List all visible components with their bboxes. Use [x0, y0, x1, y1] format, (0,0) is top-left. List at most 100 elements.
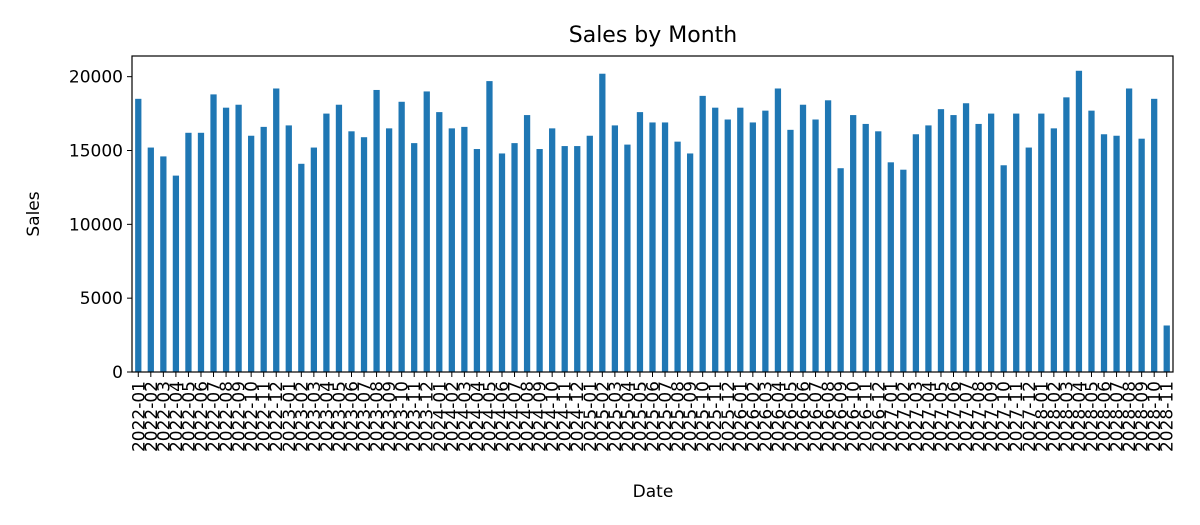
bar-2023-03: [310, 147, 317, 372]
bar-2027-03: [912, 134, 920, 372]
bar-2022-04: [172, 175, 180, 372]
x-tick-label: 2027-12: [1020, 381, 1040, 452]
x-tick-label: 2023-11: [405, 381, 425, 452]
bar-2025-12: [724, 119, 731, 372]
x-tick-label: 2026-08: [819, 381, 839, 452]
bar-2024-07: [511, 143, 518, 372]
y-tick-label: 15000: [69, 142, 123, 162]
bar-2025-09: [686, 153, 694, 372]
x-tick-label: 2028-04: [1070, 381, 1090, 452]
bar-2025-04: [624, 144, 631, 372]
x-tick-label: 2027-07: [957, 381, 977, 452]
bar-2025-10: [699, 95, 706, 373]
bar-2022-01: [135, 98, 142, 372]
x-tick-label: 2022-04: [167, 381, 187, 452]
bar-2024-05: [486, 81, 493, 372]
x-tick-label: 2025-10: [694, 381, 714, 452]
bar-2026-04: [774, 88, 782, 373]
x-tick-label: 2028-03: [1057, 381, 1077, 452]
bar-2026-07: [812, 119, 819, 372]
bar-2027-07: [962, 103, 970, 372]
x-tick-label: 2025-01: [581, 381, 601, 452]
bar-2025-08: [674, 141, 681, 372]
x-tick-label: 2027-03: [907, 381, 927, 452]
bar-2022-05: [185, 132, 192, 372]
bar-2028-04: [1075, 70, 1083, 373]
y-axis-label: Sales: [24, 191, 44, 236]
bar-2024-04: [473, 149, 481, 372]
bar-2024-09: [536, 149, 543, 372]
x-tick-label: 2028-11: [1158, 381, 1178, 452]
x-tick-label: 2024-01: [430, 381, 450, 452]
x-tick-label: 2028-09: [1133, 381, 1153, 452]
x-tick-label: 2027-01: [882, 381, 902, 452]
x-tick-label: 2028-07: [1108, 381, 1128, 452]
x-tick-label: 2025-08: [669, 381, 689, 452]
bar-2026-10: [850, 115, 857, 372]
x-tick-label: 2023-12: [418, 381, 438, 452]
bar-2028-08: [1125, 88, 1133, 373]
x-tick-label: 2027-06: [945, 381, 965, 452]
x-tick-label: 2022-07: [205, 381, 225, 452]
x-tick-label: 2025-05: [631, 381, 651, 452]
y-tick-label: 5000: [80, 289, 123, 309]
bar-2026-05: [787, 129, 794, 372]
x-tick-label: 2027-02: [894, 381, 914, 452]
x-tick-label: 2024-07: [506, 381, 526, 452]
bar-2024-03: [461, 126, 468, 372]
bar-2026-01: [737, 107, 744, 373]
x-tick-label: 2025-02: [593, 381, 613, 452]
bar-2028-02: [1050, 128, 1057, 372]
x-tick-label: 2026-07: [807, 381, 827, 452]
x-tick-label: 2023-08: [368, 381, 388, 452]
x-tick-label: 2023-05: [330, 381, 350, 452]
x-tick-label: 2024-08: [518, 381, 538, 452]
chart-title: Sales by Month: [569, 23, 737, 48]
x-tick-label: 2025-04: [618, 381, 638, 452]
x-tick-label: 2025-03: [606, 381, 626, 452]
bar-2024-11: [561, 146, 568, 372]
bar-2028-06: [1100, 134, 1108, 372]
bar-2023-02: [298, 163, 305, 372]
x-tick-label: 2026-12: [869, 381, 889, 452]
bar-2025-07: [661, 122, 669, 372]
x-tick-label: 2023-09: [380, 381, 400, 452]
x-tick-label: 2028-06: [1095, 381, 1115, 452]
x-tick-label: 2026-10: [844, 381, 864, 452]
x-tick-label: 2027-08: [970, 381, 990, 452]
x-tick-label: 2022-11: [255, 381, 275, 452]
bar-2027-10: [1000, 165, 1007, 372]
x-tick-label: 2023-01: [280, 381, 300, 452]
bar-2028-09: [1138, 138, 1145, 372]
x-tick-label: 2022-03: [154, 381, 174, 452]
bar-2025-02: [599, 73, 606, 372]
x-tick-label: 2023-07: [355, 381, 375, 452]
x-tick-label: 2023-10: [393, 381, 413, 452]
x-tick-label: 2023-02: [292, 381, 312, 452]
x-tick-label: 2022-09: [230, 381, 250, 452]
x-tick-label: 2026-11: [857, 381, 877, 452]
bar-2022-06: [197, 132, 205, 372]
bar-2027-05: [937, 109, 945, 372]
bar-2025-01: [586, 135, 593, 372]
x-tick-label: 2022-02: [142, 381, 162, 452]
bars-group: [135, 70, 1170, 373]
bar-2026-06: [799, 104, 807, 372]
x-tick-label: 2022-01: [129, 381, 149, 452]
x-tick-label: 2027-09: [982, 381, 1002, 452]
bar-2024-10: [549, 128, 556, 372]
bar-2026-03: [762, 110, 769, 372]
bar-2023-10: [398, 101, 405, 372]
x-tick-label: 2024-06: [493, 381, 513, 452]
x-axis-label: Date: [633, 482, 674, 502]
bar-2023-09: [385, 128, 393, 372]
x-tick-label: 2022-08: [217, 381, 237, 452]
bar-2028-01: [1038, 113, 1045, 372]
bar-2028-11: [1163, 325, 1170, 372]
bar-2022-02: [147, 147, 154, 372]
bar-2023-08: [373, 89, 380, 373]
bar-2024-08: [523, 115, 531, 372]
x-tick-label: 2027-05: [932, 381, 952, 452]
x-tick-label: 2025-09: [681, 381, 701, 452]
